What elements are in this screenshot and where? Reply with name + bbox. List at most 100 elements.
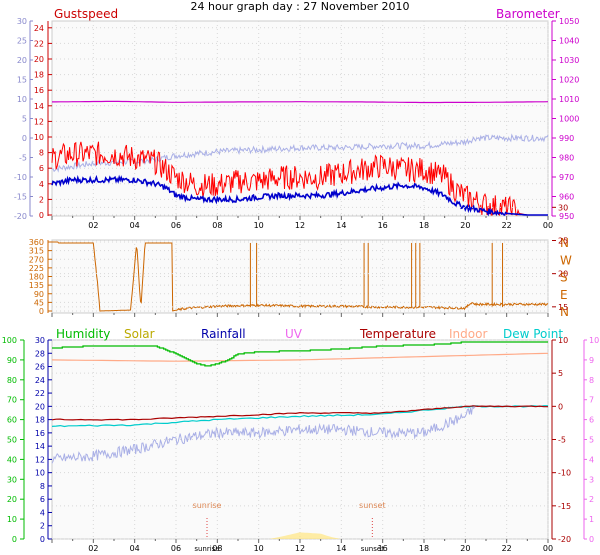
- time-tick-label: 02: [88, 544, 98, 553]
- temperature-y-tick-label: -15: [558, 502, 571, 511]
- humidity-y-tick-label: 100: [2, 336, 17, 345]
- wind-direction-line: [52, 241, 549, 312]
- gustspeed-series-line: [51, 141, 548, 216]
- left-y-tick-label: 270: [29, 255, 44, 264]
- humidity-y-tick-label: 50: [7, 436, 17, 445]
- gustspeed-legend: Gustspeed: [54, 7, 119, 21]
- rain-y-tick-label: 20: [35, 402, 45, 411]
- time-tick-label: 10: [254, 221, 264, 230]
- left-y-tick-label: 10: [34, 133, 44, 142]
- left-y-tick-label: 16: [34, 86, 44, 95]
- sun-marker-label: sunset: [359, 501, 386, 510]
- temperature-legend: Temperature: [360, 327, 437, 341]
- left-y-tick-label: 0: [39, 307, 44, 316]
- outer-y-tick-label: 30: [17, 17, 27, 26]
- temperature-y-tick-label: -5: [558, 436, 566, 445]
- temperature-y-tick-label: 30: [558, 203, 568, 212]
- outer-y-tick-label: 10: [17, 95, 27, 104]
- humidity-y-tick-label: 40: [7, 455, 17, 464]
- dew-point-legend: Dew Point: [503, 327, 564, 341]
- uv-y-tick-label: 10: [589, 336, 599, 345]
- time-tick-label: 08: [212, 221, 222, 230]
- rain-y-tick-label: 0: [40, 535, 45, 544]
- time-tick-label: 02: [88, 221, 98, 230]
- rain-y-tick-label: 10: [35, 469, 45, 478]
- left-y-tick-label: 180: [29, 273, 44, 282]
- compass-label: S: [560, 271, 568, 285]
- solar-legend: Solar: [124, 327, 155, 341]
- temperature-y-tick-label: 20: [558, 270, 568, 279]
- time-tick-label: 00: [543, 221, 553, 230]
- humidity-series-line: [52, 341, 548, 367]
- left-y-tick-label: 18: [34, 71, 44, 80]
- rain-y-tick-label: 2: [40, 522, 45, 531]
- time-tick-label: 06: [171, 544, 181, 553]
- time-tick-label: 18: [419, 544, 429, 553]
- left-y-tick-label: 90: [34, 290, 44, 299]
- uv-y-tick-label: 3: [589, 475, 594, 484]
- humidity-y-tick-label: 10: [7, 515, 17, 524]
- time-tick-label: 04: [130, 221, 140, 230]
- right-y-tick-label: 950: [559, 212, 574, 221]
- time-tick-label: 12: [295, 221, 305, 230]
- right-y-tick-label: 980: [559, 154, 574, 163]
- time-tick-label: 08: [212, 544, 222, 553]
- sun-marker-label: sunrise: [193, 501, 222, 510]
- plot-area: [51, 20, 549, 217]
- humidity-y-tick-label: 0: [12, 535, 17, 544]
- temperature-y-tick-label: 15: [558, 303, 568, 312]
- sun-tick-label: sunset: [361, 545, 384, 553]
- indoor-series-line: [51, 352, 549, 362]
- humidity-legend: Humidity: [56, 327, 111, 341]
- average-wind-series-line: [51, 174, 548, 217]
- uv-y-tick-label: 8: [589, 376, 594, 385]
- compass-label: N: [560, 236, 569, 250]
- rain-y-tick-label: 14: [35, 442, 45, 451]
- right-y-tick-label: 1050: [559, 17, 579, 26]
- compass-label: E: [560, 288, 568, 302]
- left-y-tick-label: 360: [29, 238, 44, 247]
- time-tick-label: 16: [378, 221, 388, 230]
- temperature-y-tick-label: 0: [558, 402, 563, 411]
- rain-y-tick-label: 4: [40, 508, 45, 517]
- uv-y-tick-label: 6: [589, 416, 594, 425]
- solar-area: [269, 532, 342, 539]
- uv-y-tick-label: 9: [589, 356, 594, 365]
- secondary-series-line: [51, 404, 548, 464]
- time-tick-label: 14: [336, 544, 346, 553]
- uv-legend: UV: [285, 327, 302, 341]
- left-y-tick-label: 24: [34, 24, 44, 33]
- time-tick-label: 22: [502, 544, 512, 553]
- time-tick-label: 22: [502, 221, 512, 230]
- compass-label: N: [560, 305, 569, 319]
- right-y-tick-label: 1000: [559, 115, 579, 124]
- left-y-tick-label: 2: [39, 195, 44, 204]
- wind-barometer-chart: -20-15-10-505101520253002468101214161820…: [14, 17, 579, 230]
- time-tick-label: 16: [378, 544, 388, 553]
- left-y-tick-label: 12: [34, 117, 44, 126]
- outer-y-tick-label: -5: [19, 154, 27, 163]
- rain-y-tick-label: 22: [35, 389, 45, 398]
- uv-y-tick-label: 2: [589, 495, 594, 504]
- temperature-y-tick-label: -20: [558, 535, 571, 544]
- right-y-tick-label: 1020: [559, 76, 579, 85]
- left-y-tick-label: 6: [39, 164, 44, 173]
- humidity-y-tick-label: 60: [7, 416, 17, 425]
- outer-y-tick-label: -20: [14, 212, 27, 221]
- page-title: 24 hour graph day : 27 November 2010: [190, 0, 410, 13]
- outer-y-tick-label: -10: [14, 173, 27, 182]
- rain-y-tick-label: 24: [35, 376, 45, 385]
- compass-label: W: [560, 253, 572, 267]
- left-y-tick-label: 22: [34, 39, 44, 48]
- humidity-y-tick-label: 20: [7, 495, 17, 504]
- temperature-series-line: [51, 405, 548, 421]
- uv-y-tick-label: 0: [589, 535, 594, 544]
- left-y-tick-label: 135: [29, 281, 44, 290]
- time-tick-label: 18: [419, 221, 429, 230]
- temperature-y-tick-label: -10: [558, 469, 571, 478]
- time-tick-label: 20: [460, 544, 470, 553]
- outer-y-tick-label: -15: [14, 193, 27, 202]
- outer-y-tick-label: 25: [17, 37, 27, 46]
- left-y-tick-label: 8: [39, 149, 44, 158]
